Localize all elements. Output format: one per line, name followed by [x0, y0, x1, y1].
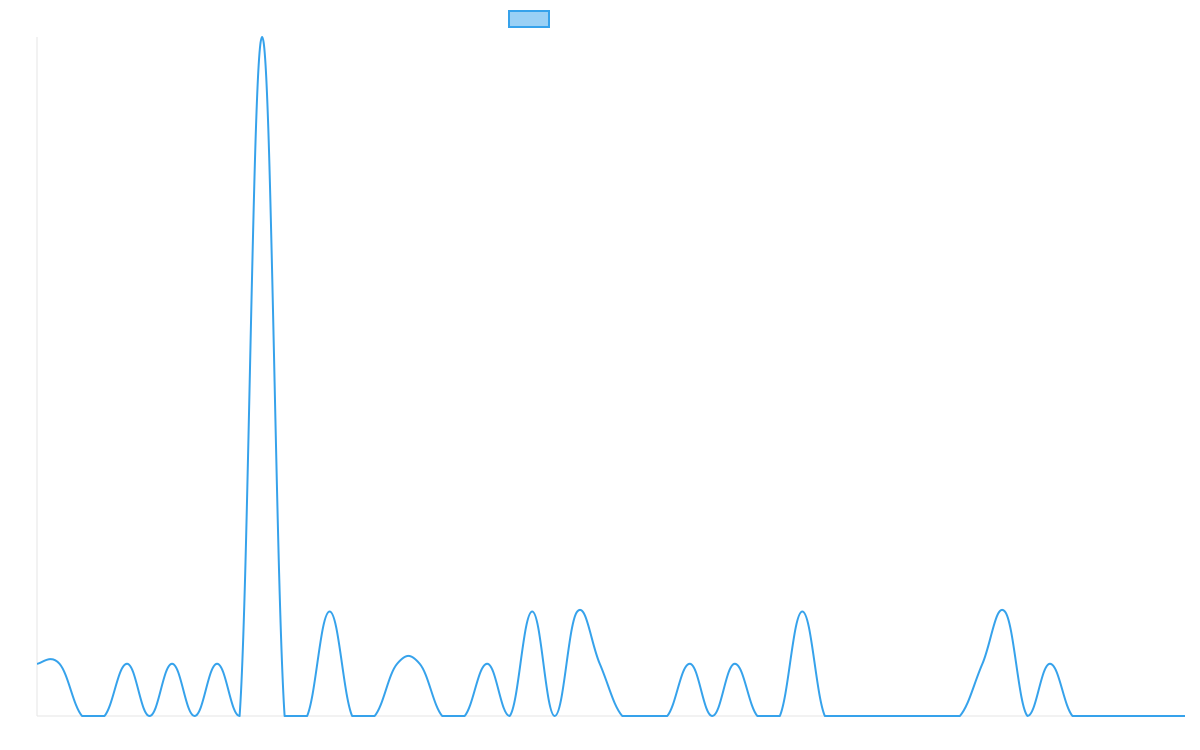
data-point[interactable] [912, 713, 918, 719]
data-point[interactable] [642, 713, 648, 719]
data-point[interactable] [732, 661, 738, 667]
data-point[interactable] [529, 609, 535, 615]
data-point[interactable] [507, 713, 513, 719]
data-point[interactable] [372, 713, 378, 719]
data-point[interactable] [799, 609, 805, 615]
data-point[interactable] [934, 713, 940, 719]
data-point[interactable] [979, 661, 985, 667]
data-point[interactable] [1182, 713, 1188, 719]
data-point[interactable] [1024, 713, 1030, 719]
data-point[interactable] [1159, 713, 1165, 719]
data-point[interactable] [1002, 609, 1008, 615]
chart-axes [36, 37, 1185, 717]
data-point[interactable] [124, 661, 130, 667]
data-point[interactable] [417, 661, 423, 667]
data-point[interactable] [889, 713, 895, 719]
legend-swatch[interactable] [508, 10, 550, 28]
data-point[interactable] [169, 661, 175, 667]
data-point[interactable] [237, 713, 243, 719]
data-point[interactable] [304, 713, 310, 719]
data-point[interactable] [57, 661, 63, 667]
data-point[interactable] [34, 661, 40, 667]
data-point[interactable] [687, 661, 693, 667]
series-layer [34, 34, 1188, 719]
data-point[interactable] [552, 713, 558, 719]
series-line-0 [36, 36, 1185, 717]
data-point[interactable] [439, 713, 445, 719]
data-point[interactable] [192, 713, 198, 719]
data-point[interactable] [1047, 661, 1053, 667]
data-point[interactable] [844, 713, 850, 719]
data-point[interactable] [484, 661, 490, 667]
data-point[interactable] [957, 713, 963, 719]
data-point[interactable] [822, 713, 828, 719]
data-point[interactable] [282, 713, 288, 719]
data-point[interactable] [777, 713, 783, 719]
data-point[interactable] [327, 609, 333, 615]
data-point[interactable] [394, 661, 400, 667]
data-point[interactable] [102, 713, 108, 719]
data-point[interactable] [1114, 713, 1120, 719]
data-point[interactable] [1092, 713, 1098, 719]
data-point[interactable] [79, 713, 85, 719]
data-point[interactable] [214, 661, 220, 667]
data-point[interactable] [574, 609, 580, 615]
data-point[interactable] [1137, 713, 1143, 719]
data-point[interactable] [259, 34, 265, 40]
data-point[interactable] [664, 713, 670, 719]
data-point[interactable] [619, 713, 625, 719]
data-point[interactable] [754, 713, 760, 719]
data-point[interactable] [867, 713, 873, 719]
data-point[interactable] [462, 713, 468, 719]
data-point[interactable] [709, 713, 715, 719]
data-point[interactable] [349, 713, 355, 719]
data-point[interactable] [1069, 713, 1075, 719]
data-point[interactable] [147, 713, 153, 719]
data-point[interactable] [597, 661, 603, 667]
